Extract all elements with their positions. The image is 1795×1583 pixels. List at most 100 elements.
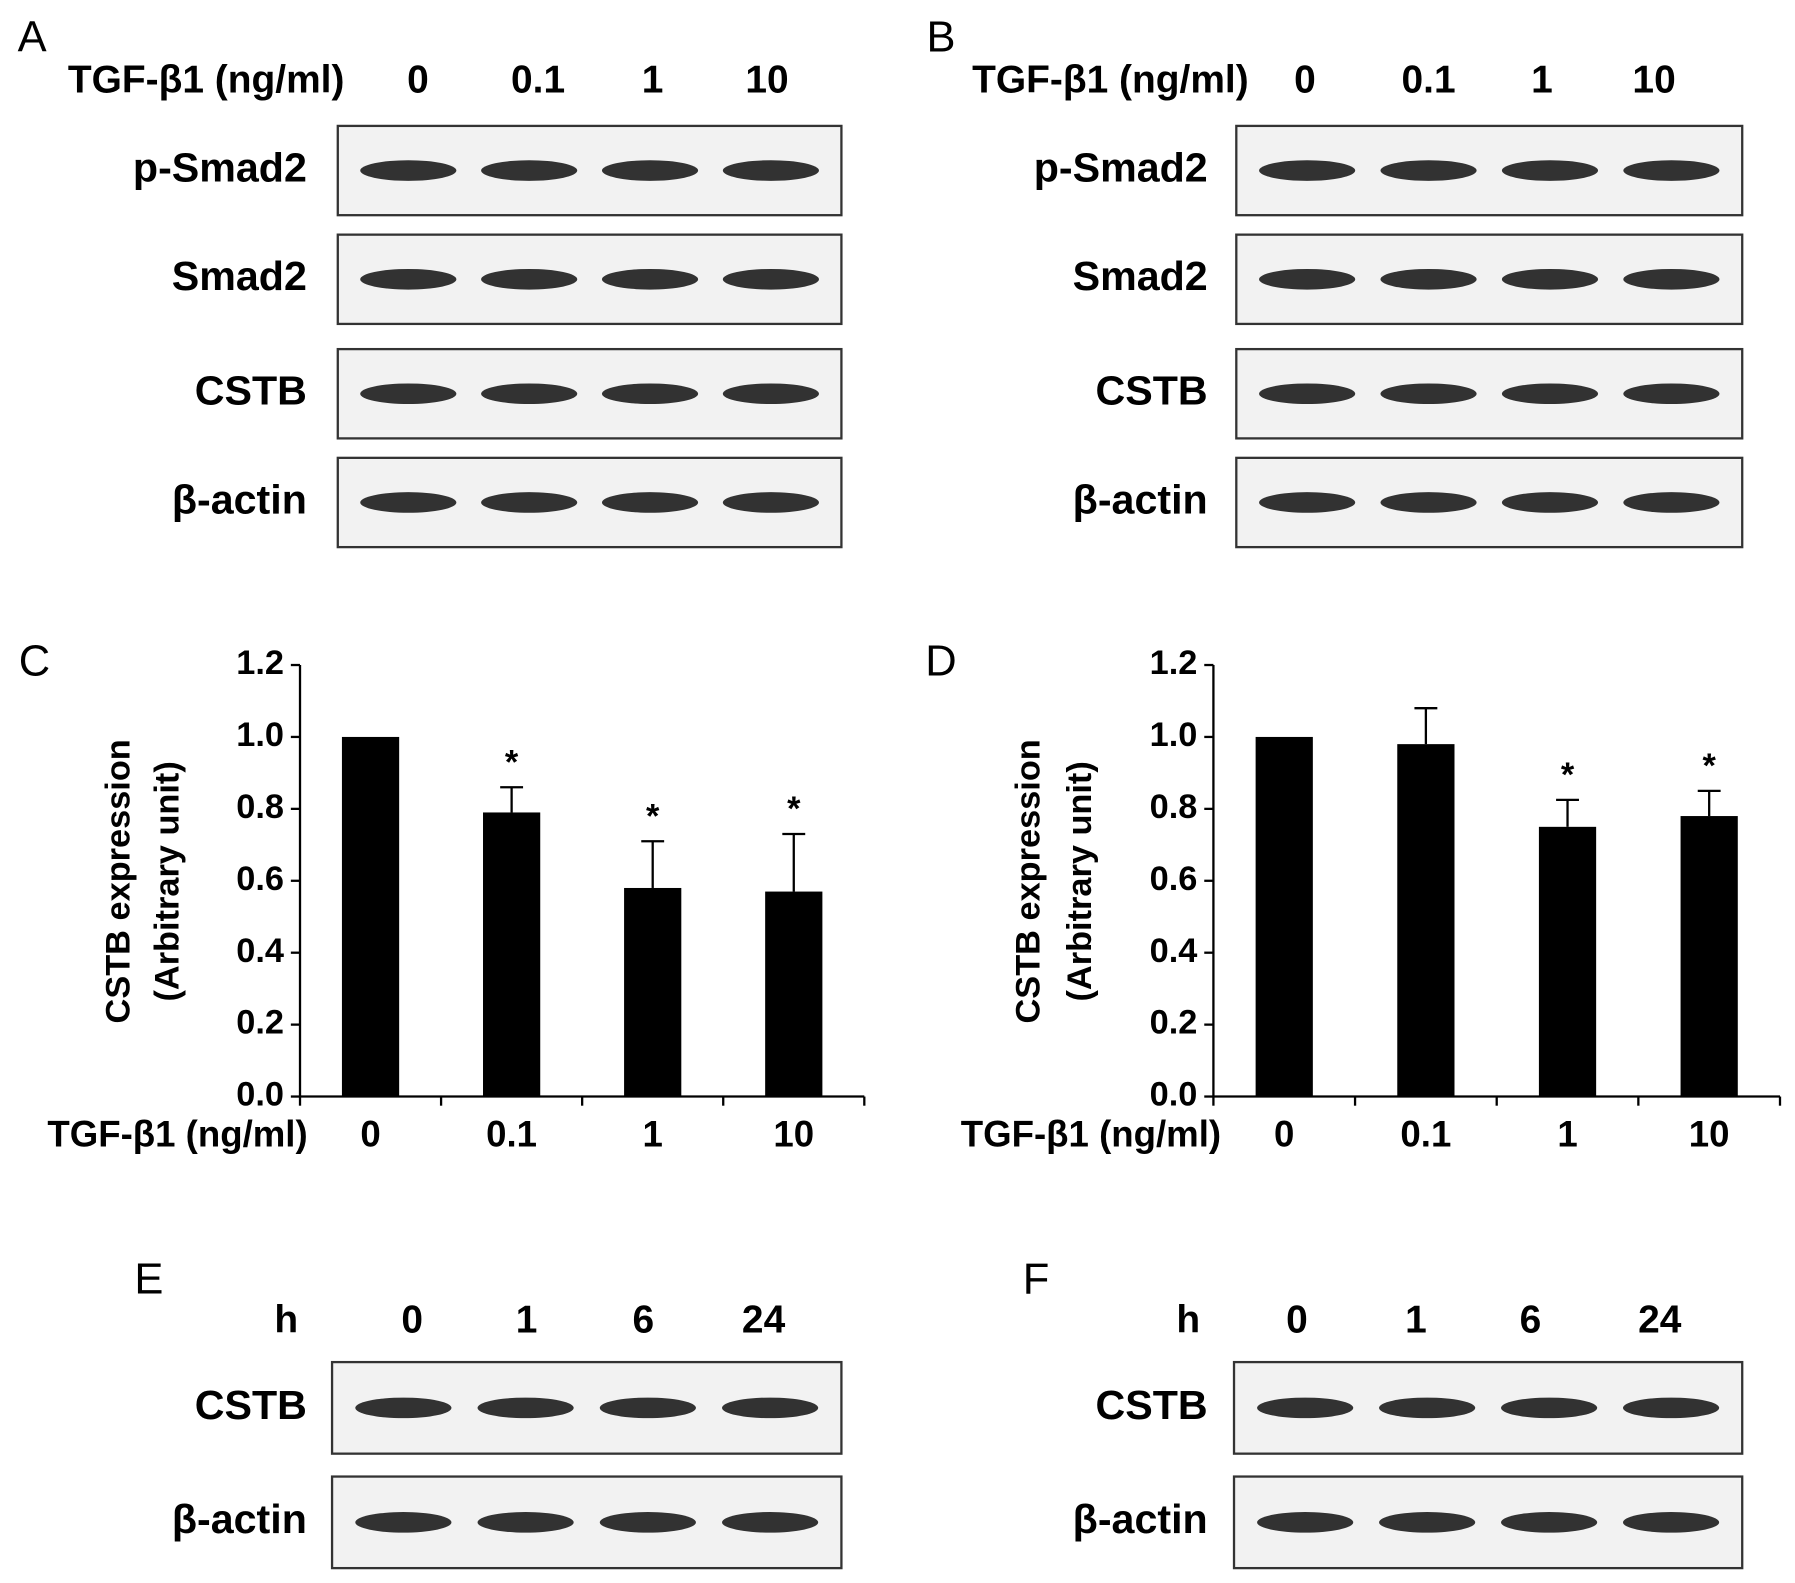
y-tick-label: 1.0	[236, 716, 284, 754]
row-label: Smad2	[172, 253, 307, 299]
bar	[1680, 816, 1738, 1097]
band	[1259, 160, 1356, 181]
band	[481, 268, 578, 290]
band	[1501, 160, 1599, 181]
x-tick-label: 10	[773, 1113, 814, 1154]
lane-label: 1	[516, 1298, 538, 1341]
row-label: β-actin	[172, 476, 307, 522]
x-axis-label: TGF-β1 (ng/ml)	[961, 1113, 1221, 1154]
lane-label: 10	[1632, 59, 1675, 102]
x-tick-label: 1	[1557, 1113, 1577, 1154]
lane-label: 0.1	[511, 59, 565, 102]
row-label: CSTB	[195, 1382, 307, 1428]
error-bar	[500, 786, 524, 813]
band	[360, 268, 457, 290]
band	[1501, 1512, 1598, 1533]
bar	[1255, 736, 1313, 1097]
band	[1623, 383, 1720, 405]
band	[722, 160, 819, 181]
significance-mark: *	[787, 790, 801, 828]
y-tick-label: 0.6	[236, 860, 284, 898]
lane-label: 24	[1638, 1298, 1682, 1341]
y-axis-label: (Arbitrary unit)	[149, 761, 187, 1001]
y-tick-label: 1.2	[236, 644, 284, 682]
band	[1623, 1512, 1720, 1533]
band	[1623, 160, 1720, 181]
row-label: p-Smad2	[133, 144, 307, 190]
band	[601, 383, 699, 405]
lane-label: 6	[633, 1298, 655, 1341]
panel-letter: F	[1023, 1255, 1050, 1303]
treatment-label: h	[1176, 1298, 1200, 1341]
band	[477, 1512, 574, 1533]
band	[1380, 160, 1477, 181]
y-tick-label: 0.4	[1150, 932, 1198, 970]
band	[722, 1397, 819, 1419]
panel-letter: E	[134, 1255, 163, 1303]
panel-letter: B	[926, 14, 955, 62]
row-label: p-Smad2	[1034, 144, 1208, 190]
y-tick-label: 0.2	[236, 1004, 284, 1042]
y-tick-label: 1.2	[1150, 644, 1198, 682]
row-label: β-actin	[172, 1496, 307, 1542]
significance-mark: *	[1702, 747, 1716, 785]
x-tick-label: 1	[643, 1113, 663, 1154]
band	[722, 383, 819, 405]
band	[722, 268, 819, 290]
error-bar	[1414, 707, 1438, 745]
band	[722, 1512, 819, 1533]
error-bar	[1697, 789, 1721, 817]
lane-label: 0	[407, 59, 429, 102]
x-tick-label: 10	[1689, 1113, 1730, 1154]
band	[1257, 1397, 1354, 1419]
band	[360, 160, 457, 181]
significance-mark: *	[646, 797, 660, 835]
band	[481, 492, 578, 513]
lane-label: 1	[642, 59, 664, 102]
significance-mark: *	[1561, 756, 1575, 794]
row-label: Smad2	[1073, 253, 1208, 299]
bar	[624, 887, 682, 1097]
y-tick-label: 1.0	[1150, 716, 1198, 754]
panel-letter: C	[19, 637, 50, 685]
band	[1623, 268, 1720, 290]
band	[601, 160, 699, 181]
band	[1501, 268, 1599, 290]
band	[1380, 268, 1477, 290]
y-tick-label: 0.0	[1150, 1076, 1198, 1114]
band	[601, 268, 699, 290]
band	[1259, 268, 1356, 290]
band	[477, 1397, 574, 1419]
lane-label: 0	[1294, 59, 1316, 102]
band	[1379, 1397, 1476, 1419]
band	[1380, 492, 1477, 513]
treatment-label: TGF-β1 (ng/ml)	[68, 59, 345, 102]
band	[360, 492, 457, 513]
lane-label: 1	[1531, 59, 1553, 102]
y-tick-label: 0.4	[236, 932, 284, 970]
band	[360, 383, 457, 405]
band	[1259, 383, 1356, 405]
bar	[341, 736, 400, 1097]
treatment-label: TGF-β1 (ng/ml)	[972, 59, 1249, 102]
panel-letter: A	[18, 14, 47, 62]
band	[1501, 383, 1599, 405]
x-tick-label: 0.1	[1400, 1113, 1451, 1154]
row-label: CSTB	[1096, 1382, 1208, 1428]
bar	[1538, 826, 1597, 1097]
row-label: CSTB	[1096, 368, 1208, 414]
error-bar	[641, 840, 665, 888]
bar	[765, 891, 823, 1097]
error-bar	[1556, 798, 1579, 827]
y-tick-label: 0.6	[1150, 860, 1198, 898]
lane-label: 0.1	[1402, 59, 1456, 102]
band	[1380, 383, 1477, 405]
lane-label: 0	[401, 1298, 423, 1341]
y-axis-label: CSTB expression	[99, 739, 137, 1023]
band	[1623, 492, 1720, 513]
band	[599, 1512, 696, 1533]
band	[355, 1397, 452, 1419]
band	[1259, 492, 1356, 513]
